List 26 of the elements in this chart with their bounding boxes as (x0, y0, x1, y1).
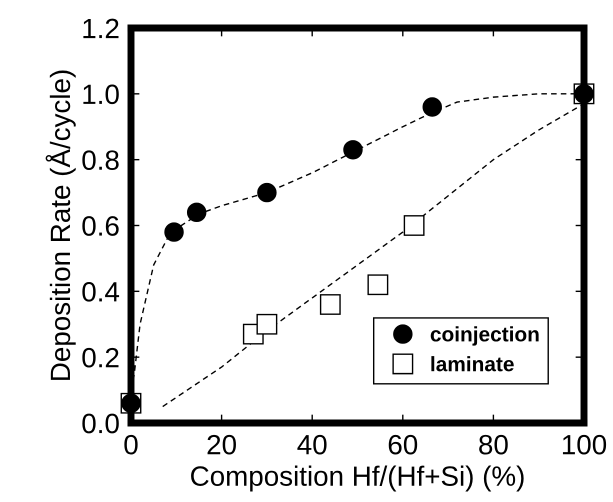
x-tick-label: 20 (208, 434, 236, 455)
point (320, 294, 341, 315)
legend-label: laminate (431, 356, 514, 372)
point (422, 97, 442, 117)
point (256, 314, 278, 335)
x-tick-label: 80 (479, 434, 508, 455)
point (164, 222, 184, 242)
y-tick-label: 1.0 (83, 84, 119, 104)
point (257, 182, 277, 202)
x-axis-title: Composition Hf/(Hf+Si) (%) (191, 466, 524, 492)
y-tick-label: 0.0 (82, 414, 119, 434)
y-tick-label: 0.4 (82, 282, 120, 302)
y-tick-label: 0.6 (82, 216, 119, 236)
x-tick-label: 100 (562, 434, 606, 455)
point (404, 215, 425, 236)
point (186, 202, 206, 222)
x-tick-label: 40 (297, 434, 327, 455)
y-tick-label: 0.2 (82, 348, 118, 368)
point (343, 140, 363, 160)
y-tick-label: 0.8 (82, 150, 119, 170)
x-tick-label: 0 (124, 434, 138, 455)
point (367, 274, 388, 296)
x-tick-label: 60 (388, 434, 418, 455)
legend-label: coinjection (430, 326, 539, 346)
y-axis-title: Deposition Rate (Å/cycle) (46, 70, 76, 380)
y-tick-label: 1.2 (83, 18, 118, 38)
